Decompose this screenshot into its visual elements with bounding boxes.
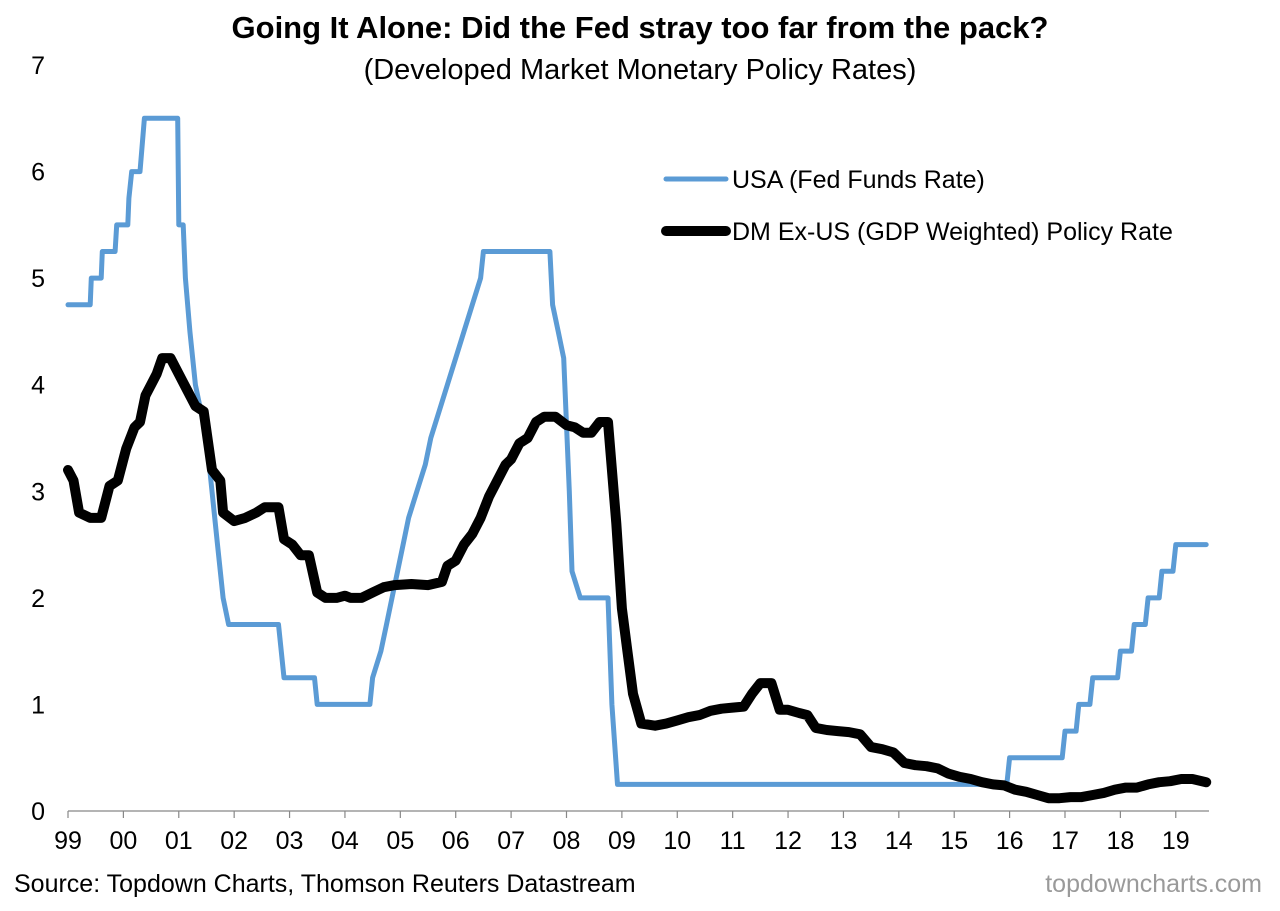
x-tick-label: 15 xyxy=(940,827,968,855)
x-tick-label: 00 xyxy=(109,827,137,855)
watermark: topdowncharts.com xyxy=(1045,870,1262,898)
y-axis: 0 1 2 3 4 5 6 7 xyxy=(31,52,45,826)
y-tick-label: 4 xyxy=(31,372,45,400)
x-tick-label: 05 xyxy=(386,827,414,855)
y-tick-label: 3 xyxy=(31,478,45,506)
x-tick-label: 06 xyxy=(442,827,470,855)
x-tick-label: 17 xyxy=(1051,827,1079,855)
chart-subtitle: (Developed Market Monetary Policy Rates) xyxy=(363,54,917,86)
x-tick-label: 10 xyxy=(663,827,691,855)
y-tick-label: 7 xyxy=(31,52,45,80)
x-tick-label: 99 xyxy=(54,827,82,855)
plot-area xyxy=(63,115,1212,804)
x-tick-label: 14 xyxy=(885,827,913,855)
chart-title: Going It Alone: Did the Fed stray too fa… xyxy=(231,10,1049,45)
x-tick-label: 08 xyxy=(553,827,581,855)
x-tick-label: 11 xyxy=(720,827,746,855)
x-tick-label: 09 xyxy=(608,827,636,855)
x-axis: 99 00 01 02 03 04 05 06 07 08 09 10 11 12 13 14 15 16 17 18… xyxy=(54,810,1209,855)
x-tick-label: 18 xyxy=(1106,827,1134,855)
x-tick-label: 02 xyxy=(220,827,248,855)
y-tick-label: 2 xyxy=(31,585,45,613)
x-tick-label: 19 xyxy=(1162,827,1190,855)
x-tick-label: 03 xyxy=(276,827,304,855)
x-tick-label: 13 xyxy=(830,827,858,855)
y-tick-label: 1 xyxy=(31,691,45,719)
x-tick-label: 04 xyxy=(331,827,359,855)
dm-ex-us-policy-rate-line xyxy=(63,353,1212,804)
fed-funds-rate-line xyxy=(65,115,1209,787)
x-tick-label: 07 xyxy=(497,827,525,855)
y-tick-label: 6 xyxy=(31,159,45,187)
legend: USA (Fed Funds Rate) DM Ex-US (GDP Weight… xyxy=(661,166,1173,246)
legend-label: DM Ex-US (GDP Weighted) Policy Rate xyxy=(732,218,1173,246)
source-note: Source: Topdown Charts, Thomson Reuters … xyxy=(14,870,636,898)
y-tick-label: 5 xyxy=(31,265,45,293)
y-tick-label: 0 xyxy=(31,798,45,826)
x-tick-label: 12 xyxy=(774,827,802,855)
x-tick-label: 16 xyxy=(996,827,1024,855)
x-tick-label: 01 xyxy=(165,827,193,855)
legend-label: USA (Fed Funds Rate) xyxy=(732,166,985,194)
